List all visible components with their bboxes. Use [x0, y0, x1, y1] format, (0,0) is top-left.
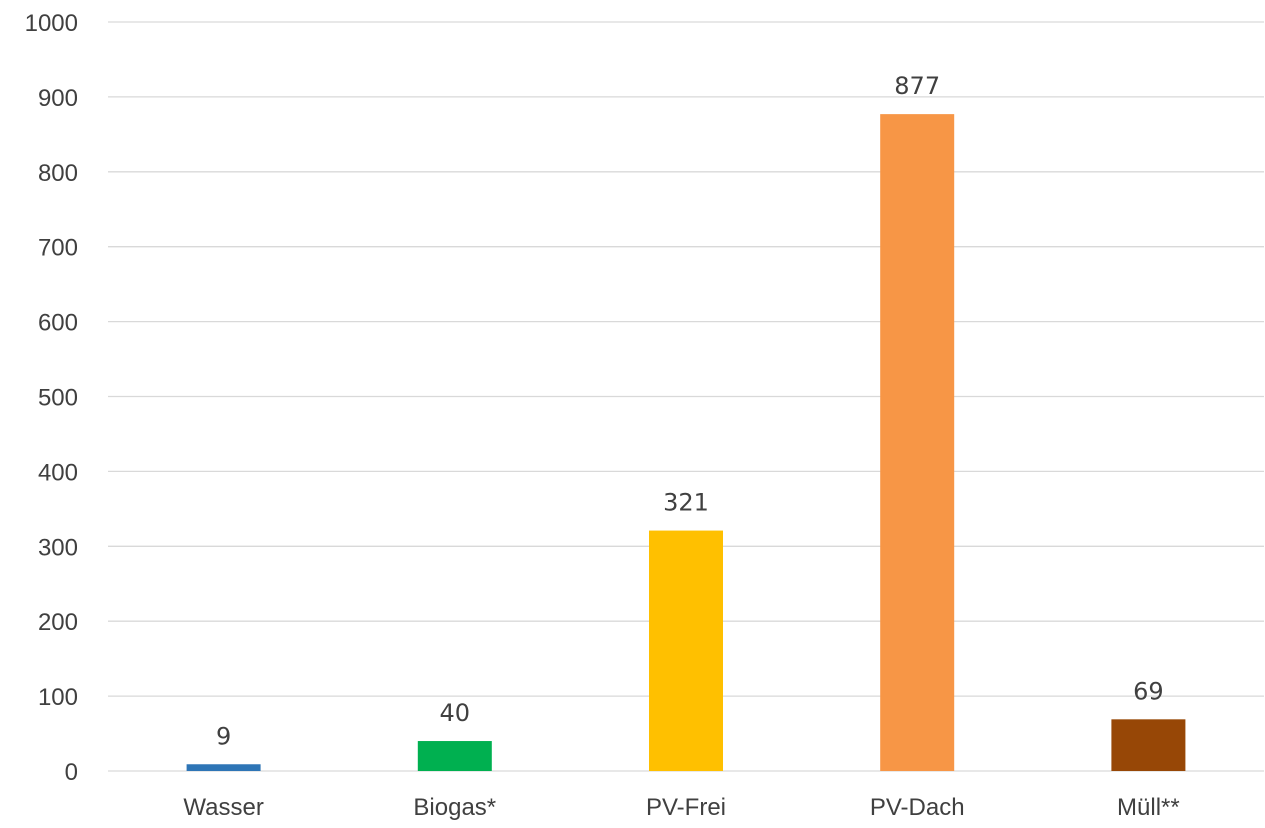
data-labels: 9 40 321 877 69 — [216, 72, 1164, 750]
category-label-3: PV-Dach — [870, 794, 965, 821]
y-tick-label-400: 400 — [38, 459, 78, 486]
x-axis-categories: Wasser Biogas* PV-Frei PV-Dach Müll** — [183, 794, 1179, 821]
bar-pv-frei — [649, 530, 723, 771]
y-tick-label-800: 800 — [38, 160, 78, 187]
data-label-3: 877 — [894, 72, 940, 100]
y-tick-label-600: 600 — [38, 310, 78, 337]
category-label-1: Biogas* — [413, 794, 496, 821]
y-tick-label-900: 900 — [38, 85, 78, 112]
bar-pv-dach — [880, 114, 955, 771]
gridlines — [108, 21, 1264, 772]
data-label-2: 321 — [663, 489, 709, 517]
bars — [186, 114, 1186, 771]
category-label-2: PV-Frei — [646, 794, 726, 821]
category-label-4: Müll** — [1117, 794, 1180, 821]
data-label-1: 40 — [440, 699, 471, 727]
y-tick-label-100: 100 — [38, 684, 78, 711]
y-tick-label-300: 300 — [38, 534, 78, 561]
y-tick-label-1000: 1000 — [25, 10, 78, 37]
y-tick-label-0: 0 — [65, 759, 78, 786]
category-label-0: Wasser — [183, 794, 263, 821]
y-tick-label-500: 500 — [38, 385, 78, 412]
y-tick-label-200: 200 — [38, 609, 78, 636]
y-axis-ticks: 0 100 200 300 400 500 600 700 800 900 1000 — [25, 10, 78, 786]
bar-m-ll — [1111, 719, 1186, 771]
data-label-0: 9 — [216, 722, 231, 750]
y-tick-label-700: 700 — [38, 235, 78, 262]
data-label-4: 69 — [1133, 677, 1164, 705]
bar-wasser — [186, 764, 261, 771]
bar-biogas — [417, 741, 492, 771]
